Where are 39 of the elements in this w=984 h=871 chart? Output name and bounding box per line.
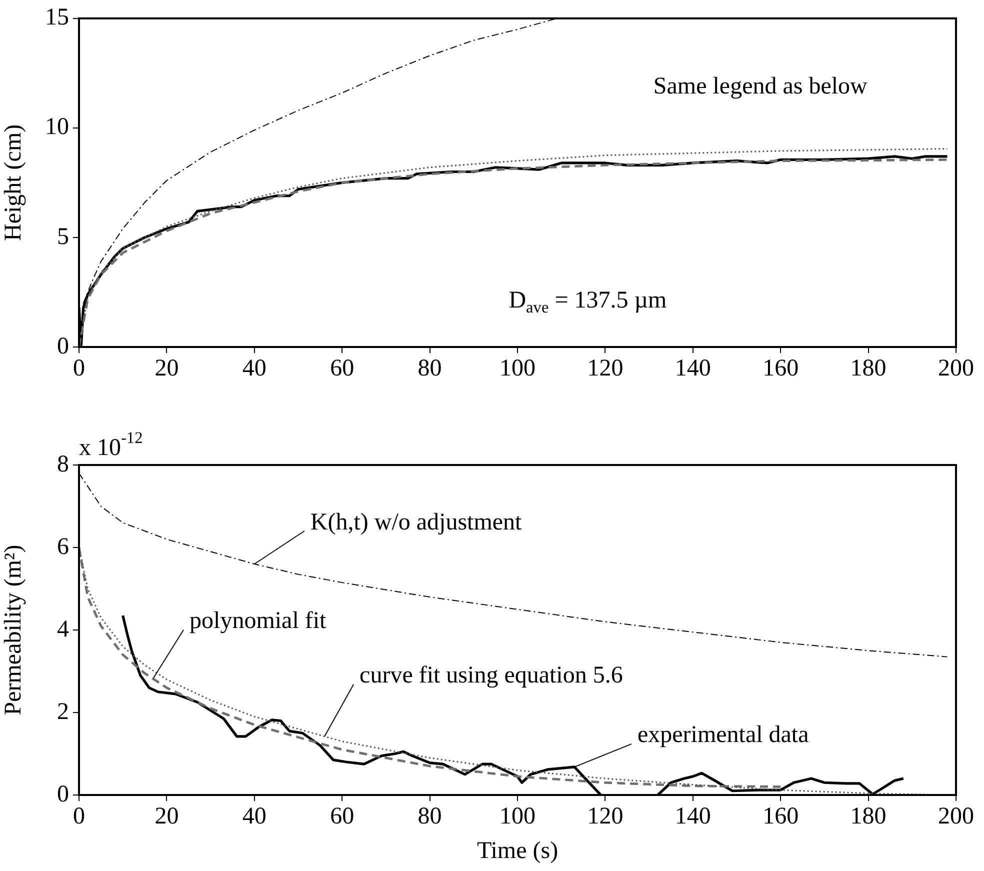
y-tick-label: 0 <box>57 333 69 360</box>
x-tick-label: 80 <box>418 356 442 382</box>
y-tick-label: 5 <box>57 224 69 250</box>
x-tick-label: 180 <box>850 804 886 830</box>
x-tick-label: 180 <box>850 356 886 382</box>
y-tick-label: 15 <box>45 4 69 31</box>
x-tick-label: 60 <box>330 356 354 382</box>
x-tick-label: 100 <box>500 804 536 830</box>
annotation: curve fit using equation 5.6 <box>360 662 623 689</box>
annotation: experimental data <box>638 722 810 748</box>
x-tick-label: 100 <box>500 356 536 382</box>
y-tick-label: 6 <box>57 534 69 560</box>
x-tick-label: 160 <box>762 804 799 830</box>
x-tick-label: 20 <box>154 804 179 830</box>
x-tick-label: 140 <box>674 804 711 830</box>
x-tick-label: 40 <box>242 804 266 830</box>
annotation: Same legend as below <box>653 74 868 100</box>
x-tick-label: 140 <box>674 356 711 382</box>
x-axis-title: Time (s) <box>476 838 558 864</box>
y-tick-label: 2 <box>57 698 69 725</box>
annotation: K(h,t) w/o adjustment <box>310 509 522 536</box>
y-tick-label: 4 <box>57 616 69 642</box>
x-tick-label: 200 <box>938 804 974 830</box>
x-tick-label: 120 <box>587 356 624 382</box>
x-tick-label: 200 <box>938 356 974 382</box>
x-tick-label: 60 <box>330 804 354 830</box>
y-tick-label: 0 <box>57 781 69 808</box>
x-tick-label: 80 <box>418 804 442 830</box>
y-axis-title: Height (cm) <box>0 124 27 242</box>
x-tick-label: 160 <box>762 356 799 382</box>
x-tick-label: 0 <box>73 356 85 382</box>
y-tick-label: 8 <box>57 451 69 478</box>
y-tick-label: 10 <box>45 114 69 140</box>
y-axis-title: Permeability (m²) <box>0 544 27 716</box>
x-tick-label: 0 <box>73 804 85 830</box>
x-tick-label: 20 <box>154 356 179 382</box>
x-tick-label: 40 <box>242 356 266 382</box>
annotation: polynomial fit <box>190 608 327 634</box>
x-tick-label: 120 <box>587 804 624 830</box>
